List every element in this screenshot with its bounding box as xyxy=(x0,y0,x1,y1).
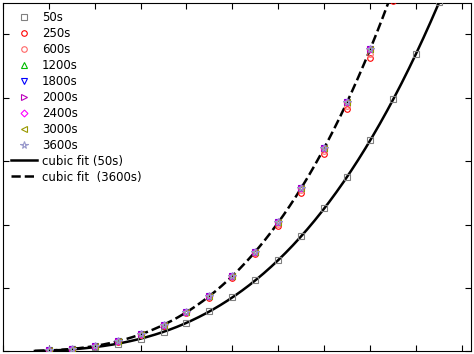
Legend: 50s, 250s, 600s, 1200s, 1800s, 2000s, 2400s, 3000s, 3600s, cubic fit (50s), cubi: 50s, 250s, 600s, 1200s, 1800s, 2000s, 24… xyxy=(9,9,144,186)
